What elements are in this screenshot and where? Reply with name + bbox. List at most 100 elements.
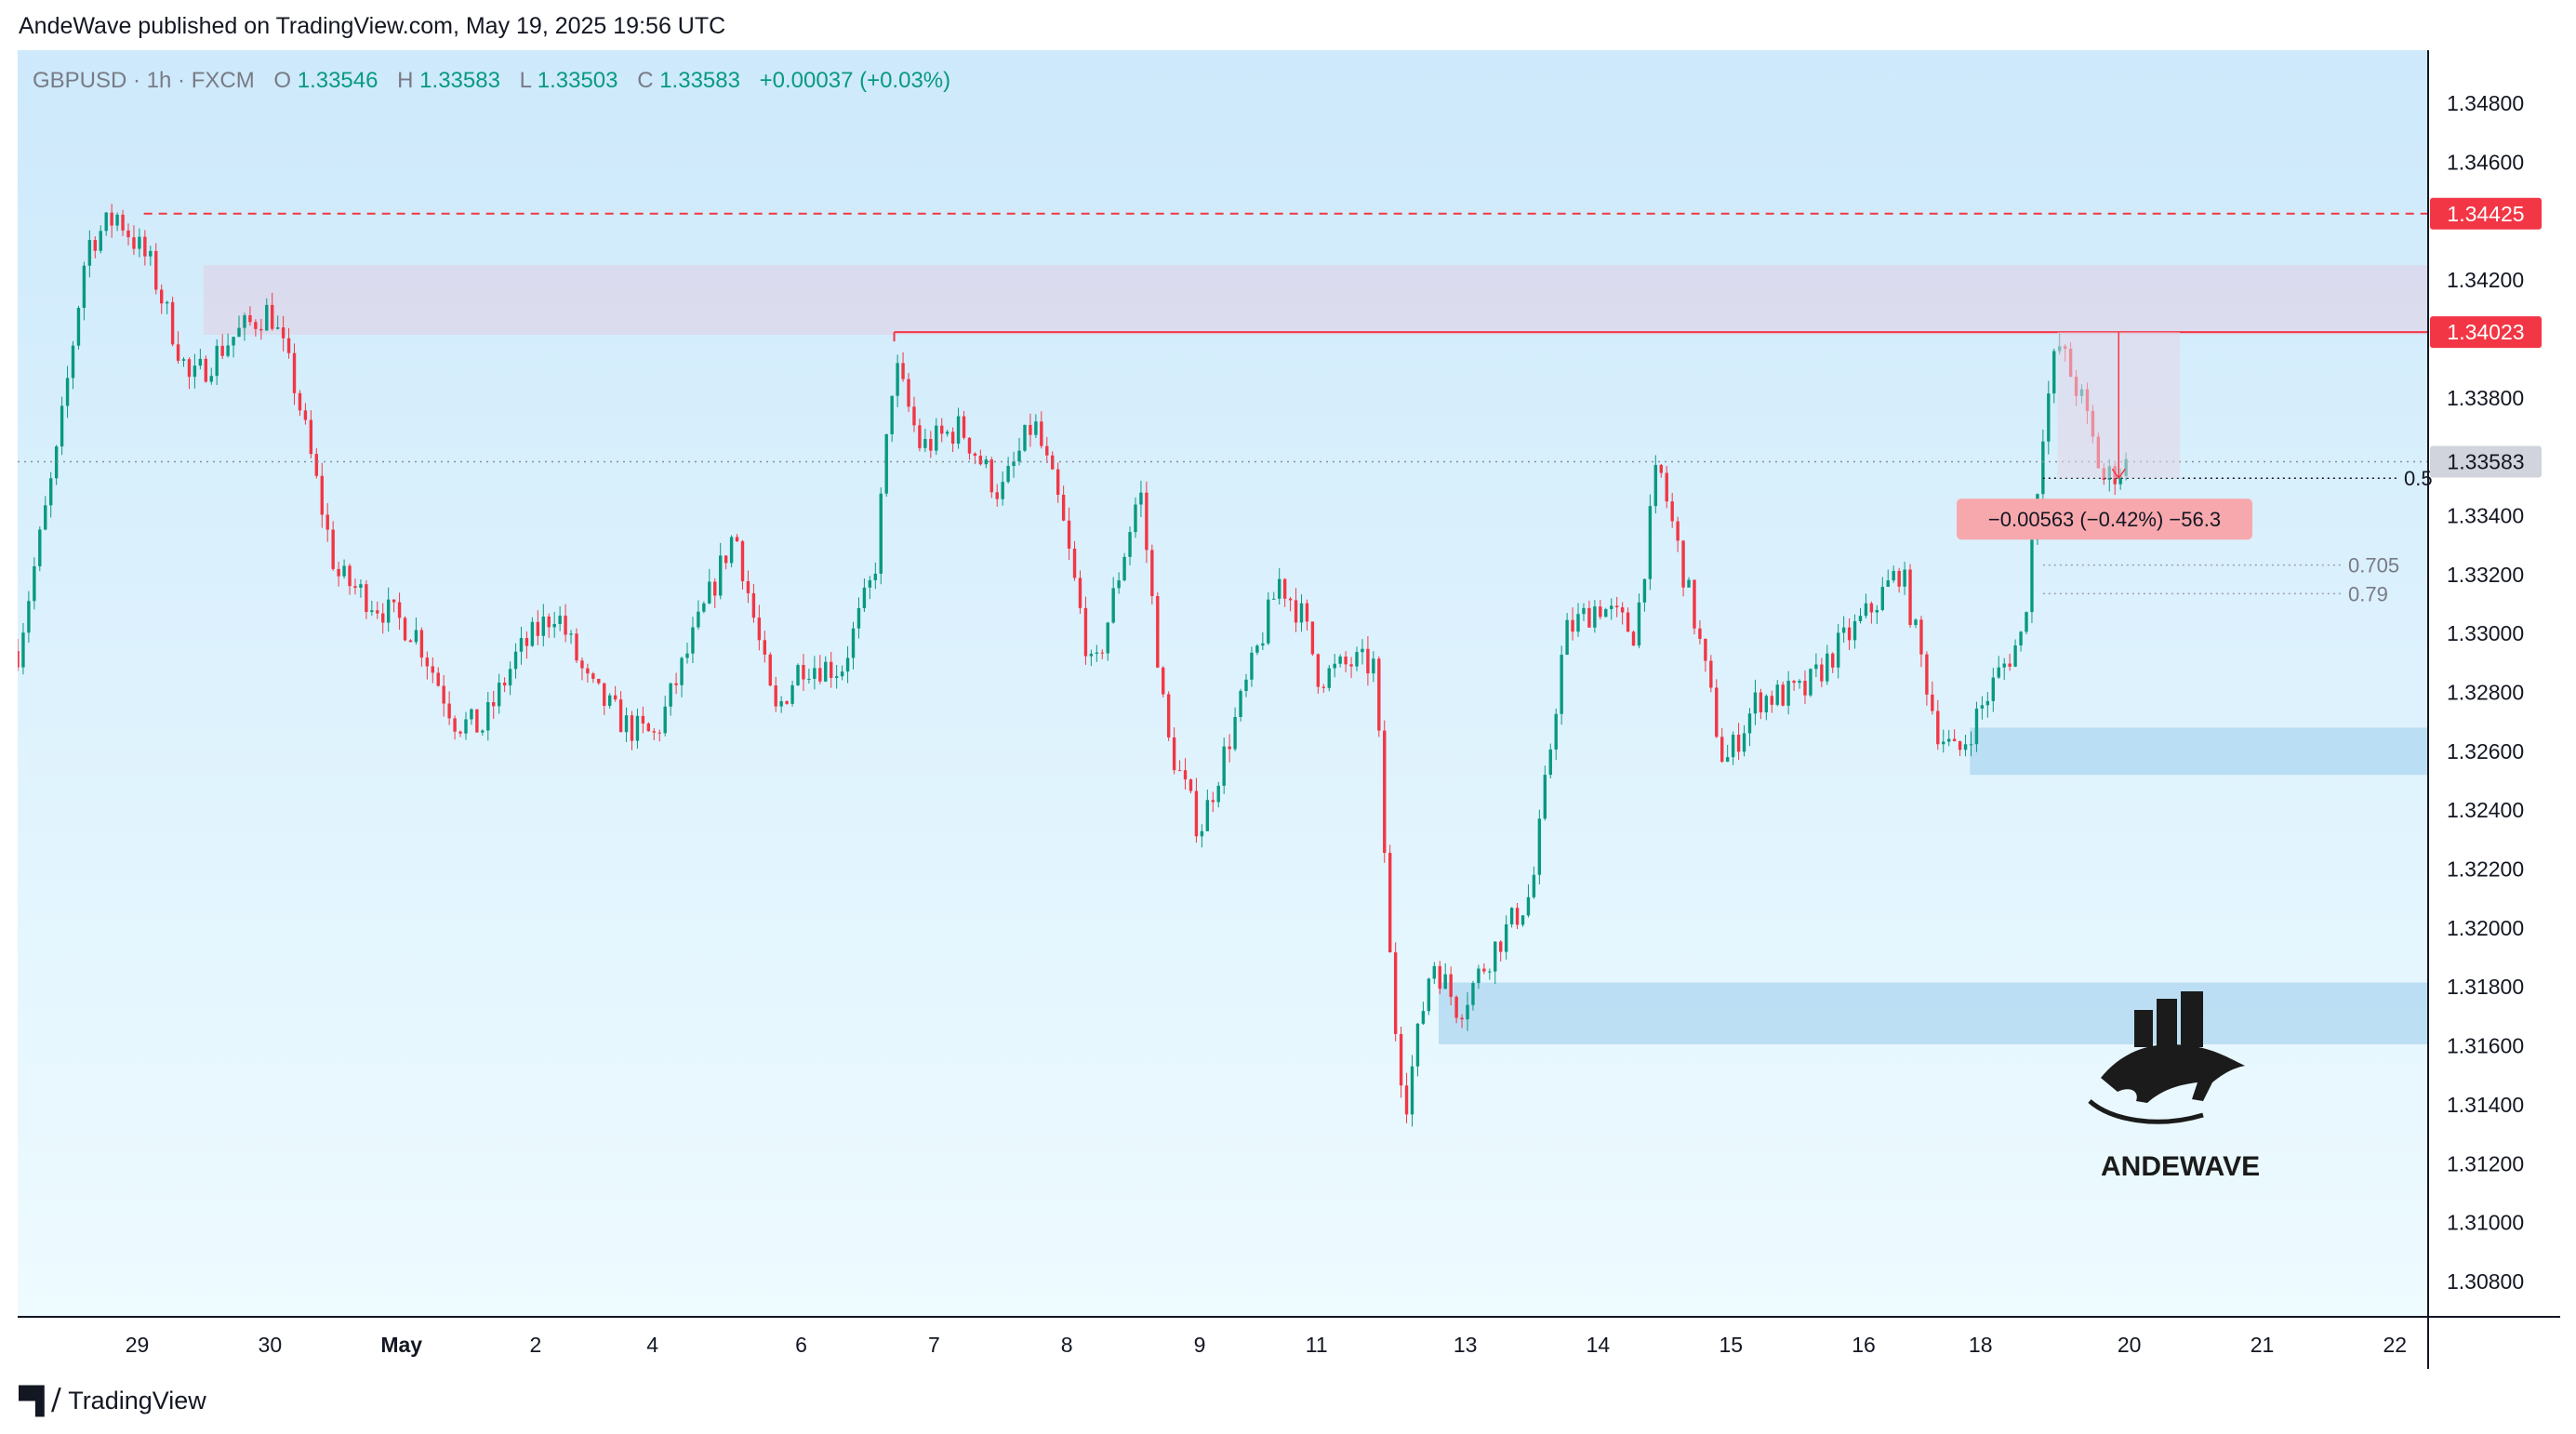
candle bbox=[170, 297, 175, 347]
chart-area[interactable]: 0.5 0.705 0.79 −0.00563 (−0.42%) −56.3 1.3… bbox=[16, 50, 2560, 1369]
candle bbox=[1709, 655, 1713, 693]
candle-body bbox=[1183, 770, 1188, 780]
candle-body bbox=[830, 661, 833, 678]
candle-body bbox=[1421, 1011, 1426, 1024]
candle bbox=[613, 685, 617, 702]
candle bbox=[414, 617, 418, 645]
y-tick-label: 1.30800 bbox=[2447, 1269, 2524, 1294]
candle bbox=[431, 657, 434, 684]
candle-body bbox=[1831, 653, 1835, 668]
candle-body bbox=[1931, 694, 1934, 711]
candle-body bbox=[1687, 579, 1691, 588]
candle bbox=[680, 657, 684, 697]
candle bbox=[1731, 731, 1735, 765]
candle bbox=[713, 578, 717, 608]
candle-body bbox=[807, 678, 811, 680]
candle-body bbox=[1648, 506, 1653, 579]
candle bbox=[547, 613, 551, 638]
candle-body bbox=[1715, 687, 1719, 737]
high-value: 1.33583 bbox=[419, 68, 500, 93]
candle bbox=[1239, 688, 1242, 722]
candle bbox=[232, 337, 235, 358]
time-scale-background bbox=[18, 1317, 2428, 1369]
candle-body bbox=[1361, 648, 1364, 653]
candle-body bbox=[1244, 679, 1248, 691]
y-tick-label: 1.32400 bbox=[2447, 798, 2524, 822]
candle bbox=[160, 284, 164, 314]
candle-body bbox=[237, 327, 241, 338]
candle-body bbox=[1145, 492, 1149, 551]
candle-body bbox=[513, 651, 518, 670]
candle bbox=[1852, 614, 1857, 649]
candle-body bbox=[170, 301, 175, 345]
candle-body bbox=[663, 706, 667, 734]
candle-body bbox=[1814, 664, 1818, 670]
candle-body bbox=[691, 627, 695, 654]
candle bbox=[1134, 497, 1137, 538]
candle-body bbox=[275, 327, 280, 329]
candle bbox=[1383, 720, 1387, 863]
candle bbox=[76, 305, 81, 350]
candle bbox=[1139, 480, 1143, 518]
candle-body bbox=[1488, 971, 1492, 973]
candle bbox=[923, 429, 927, 453]
candle bbox=[1892, 565, 1895, 583]
candle-body bbox=[1786, 681, 1790, 706]
candle-body bbox=[1604, 609, 1608, 617]
candle bbox=[237, 315, 241, 338]
candle bbox=[33, 557, 36, 610]
candle-body bbox=[1919, 619, 1923, 655]
candle bbox=[1836, 624, 1840, 679]
candle-body bbox=[1852, 620, 1857, 641]
zone-supply bbox=[203, 265, 2429, 335]
candle bbox=[746, 570, 750, 604]
candle-body bbox=[1477, 968, 1481, 984]
candle bbox=[1946, 729, 1951, 747]
candle bbox=[93, 236, 98, 259]
candle-body bbox=[1299, 603, 1304, 623]
candle-body bbox=[575, 633, 578, 661]
candle-body bbox=[1892, 570, 1895, 581]
candle-body bbox=[713, 581, 717, 596]
candle bbox=[790, 680, 794, 707]
candle-body bbox=[337, 568, 340, 577]
candle bbox=[1477, 964, 1481, 989]
candle bbox=[254, 319, 258, 337]
candle bbox=[1393, 942, 1398, 1042]
candle bbox=[1040, 411, 1043, 449]
candle-body bbox=[630, 715, 634, 741]
y-tick-label: 1.34800 bbox=[2447, 91, 2524, 115]
candle-body bbox=[1122, 556, 1126, 581]
candle bbox=[1593, 600, 1597, 633]
candle-body bbox=[1089, 653, 1094, 657]
candle bbox=[530, 617, 535, 647]
candle-body bbox=[519, 638, 524, 652]
candle-body bbox=[868, 579, 872, 588]
candle bbox=[1869, 601, 1874, 624]
candle-body bbox=[121, 214, 125, 231]
candle-body bbox=[1693, 579, 1696, 629]
candle-body bbox=[1936, 710, 1940, 745]
candle-body bbox=[1565, 619, 1569, 656]
candle-body bbox=[1637, 602, 1641, 646]
candle-body bbox=[524, 638, 529, 646]
candle-body bbox=[1083, 607, 1088, 657]
candle bbox=[1942, 729, 1945, 753]
candle bbox=[226, 333, 230, 358]
andewave-watermark: ANDEWAVE bbox=[2088, 991, 2260, 1182]
candle-body bbox=[359, 584, 363, 589]
y-tick-label: 1.32000 bbox=[2447, 916, 2524, 940]
candle-body bbox=[1997, 667, 2000, 678]
candle bbox=[1344, 651, 1348, 672]
candle-body bbox=[724, 555, 728, 564]
y-tick-label: 1.31600 bbox=[2447, 1034, 2524, 1058]
candle bbox=[618, 691, 623, 733]
candle-body bbox=[1072, 548, 1077, 578]
candle bbox=[1166, 691, 1171, 741]
candle bbox=[1759, 688, 1763, 720]
candle-body bbox=[1974, 708, 1979, 745]
candle bbox=[1532, 866, 1536, 899]
candle bbox=[44, 496, 47, 531]
candle bbox=[824, 656, 828, 683]
